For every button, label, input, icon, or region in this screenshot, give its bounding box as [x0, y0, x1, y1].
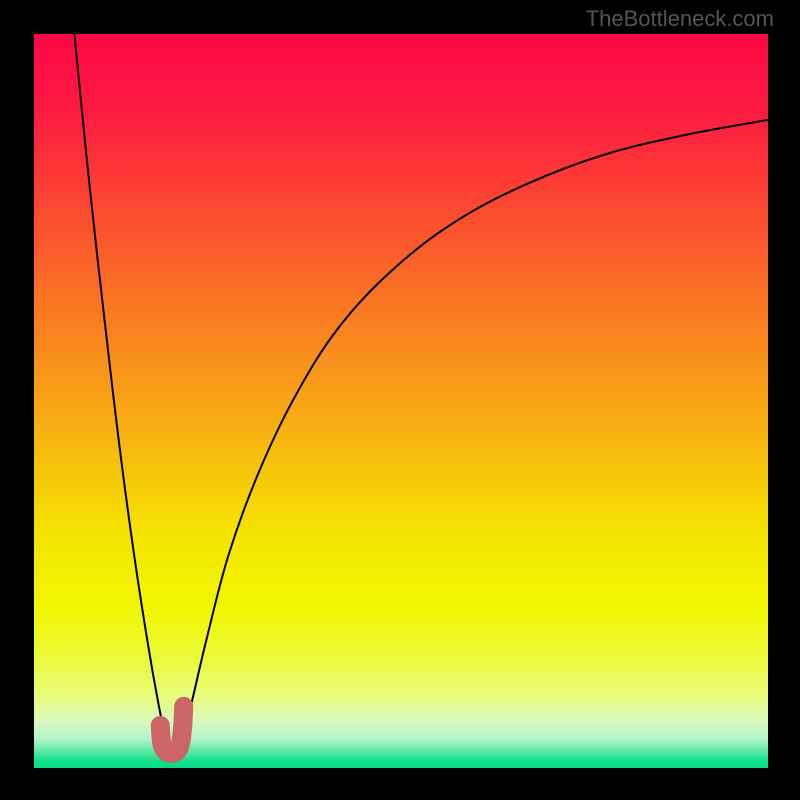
chart-svg: [0, 0, 800, 800]
plot-background: [34, 34, 768, 768]
watermark-text: TheBottleneck.com: [586, 6, 774, 32]
stage: TheBottleneck.com: [0, 0, 800, 800]
